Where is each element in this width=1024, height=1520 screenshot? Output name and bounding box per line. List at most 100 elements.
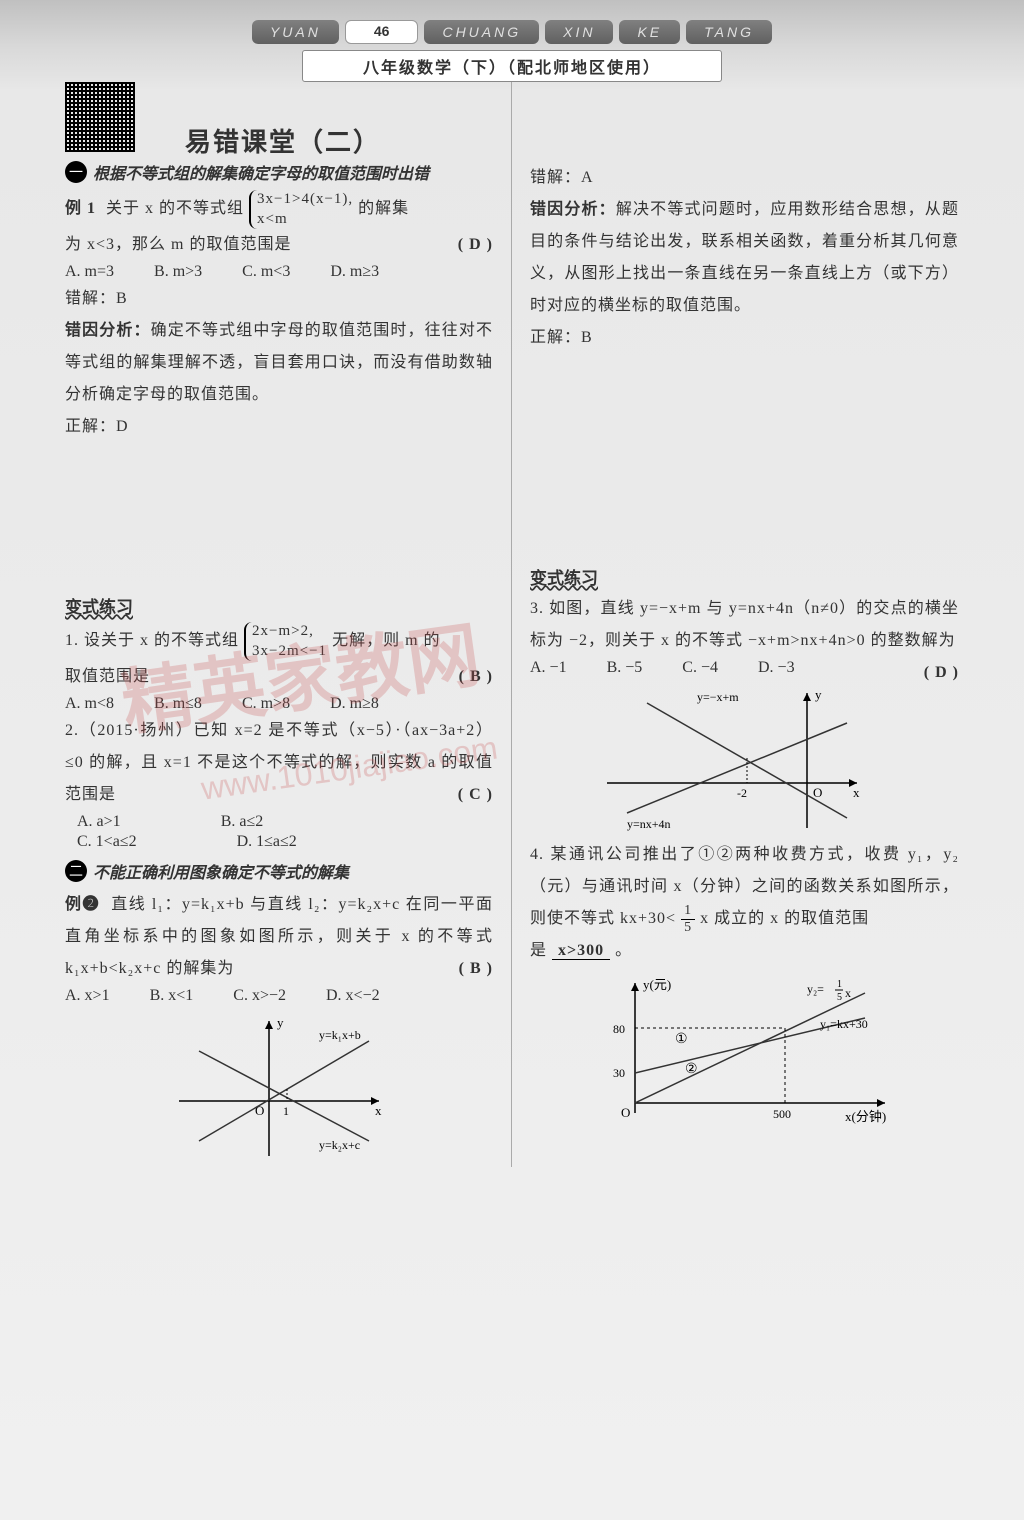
variant-heading-right: 变式练习: [530, 564, 959, 589]
ex2-opt-b: B. x<1: [150, 987, 194, 1005]
q1-answer: ( B ): [459, 661, 493, 693]
q1-opt-b: B. m≤8: [154, 695, 202, 713]
g3-y30: 30: [613, 1066, 625, 1080]
ex1-opt-a: A. m=3: [65, 263, 114, 281]
q4-answer: x>300: [552, 942, 610, 960]
q1-sys-bot: 3x−2m<−1: [252, 643, 327, 659]
ex2-answer: ( B ): [459, 953, 493, 985]
section-2-header: 二 不能正确利用图象确定不等式的解集: [65, 859, 493, 883]
q4-fraction: 1 5: [681, 903, 695, 935]
g3-l2: y₁=kx+30: [820, 1017, 868, 1031]
example-2: 例❷ 直线 l₁：y=k₁x+b 与直线 l₂：y=k₂x+c 在同一平面直角坐…: [65, 889, 493, 985]
g3-l1-suf: x: [845, 986, 851, 1000]
graph-1: x y O y=k₁x+b y=k₂x+c 1: [65, 1011, 493, 1161]
ex1-wrong: 错解：B: [65, 283, 493, 315]
bullet-icon-2: 二: [65, 860, 87, 882]
g3-l1-den: 5: [837, 992, 842, 1003]
q1-opt-c: C. m>8: [242, 695, 290, 713]
q4-text-c: 是: [530, 942, 547, 959]
ex1-sys-top: 3x−1>4(x−1),: [257, 191, 353, 207]
q3-text: 3. 如图，直线 y=−x+m 与 y=nx+4n（n≠0）的交点的横坐标为 −…: [530, 600, 959, 649]
content-columns: 易错课堂（二） 一 根据不等式组的解集确定字母的取值范围时出错 例 1 关于 x…: [0, 70, 1024, 1167]
q2-options-row1: A. a>1 B. a≤2: [77, 813, 493, 831]
svg-text:x: x: [375, 1103, 382, 1118]
page-header: YUAN 46 CHUANG XIN KE TANG 八年级数学（下）（配北师地…: [0, 0, 1024, 70]
ex1-analysis-label: 错因分析：: [65, 322, 151, 339]
q4-frac-num: 1: [681, 903, 695, 919]
ex1-options: A. m=3 B. m>3 C. m<3 D. m≥3: [65, 263, 493, 281]
q1-system: 2x−m>2, 3x−2m<−1: [244, 622, 327, 661]
graph-1-svg: x y O y=k₁x+b y=k₂x+c 1: [169, 1011, 389, 1161]
ex2-options: A. x>1 B. x<1 C. x>−2 D. x<−2: [65, 987, 493, 1005]
tab-xin: XIN: [545, 20, 613, 44]
g3-x500: 500: [773, 1107, 791, 1121]
right-column: 错解：A 错因分析：解决不等式问题时，应用数形结合思想，从题目的条件与结论出发，…: [512, 82, 969, 1167]
svg-text:y₂=: y₂=: [807, 982, 824, 996]
svg-text:O: O: [813, 785, 822, 800]
left-column: 易错课堂（二） 一 根据不等式组的解集确定字母的取值范围时出错 例 1 关于 x…: [55, 82, 512, 1167]
q3-answer: ( D ): [924, 657, 959, 689]
q3-opt-a: A. −1: [530, 659, 567, 677]
svg-text:y: y: [815, 687, 822, 702]
q4-frac-den: 5: [681, 920, 695, 935]
g3-l1-num: 1: [837, 979, 842, 990]
ex2-wrong: 错解：A: [530, 162, 959, 194]
q2-opt-b: B. a≤2: [221, 813, 264, 831]
graph-2: x y O y=−x+m y=nx+4n -2: [530, 683, 959, 833]
ex2-opt-c: C. x>−2: [233, 987, 286, 1005]
g3-l1: y₂=: [807, 982, 824, 996]
ex1-opt-c: C. m<3: [242, 263, 290, 281]
q1-text-a: 1. 设关于 x 的不等式组: [65, 632, 239, 649]
q2-text: 2.（2015·扬州）已知 x=2 是不等式（x−5）·（ax−3a+2）≤0 …: [65, 722, 493, 803]
q1-opt-a: A. m<8: [65, 695, 114, 713]
q1-line2-row: 取值范围是 ( B ): [65, 661, 493, 693]
graph2-l2: y=nx+4n: [627, 817, 671, 831]
graph-3-svg: x(分钟) y(元) O y₁=kx+30 y₂= 1 5 x 80 30: [585, 973, 905, 1133]
ex1-correct: 正解：D: [65, 411, 493, 443]
graph1-xmark: 1: [283, 1104, 289, 1118]
graph1-l2: y=k₂x+c: [319, 1138, 360, 1152]
q1-line2: 取值范围是: [65, 668, 150, 685]
bullet-icon: 一: [65, 161, 87, 183]
svg-text:O: O: [621, 1105, 630, 1120]
q3-opt-c: C. −4: [682, 659, 718, 677]
q1-text-b: 无解，则 m 的: [332, 632, 440, 649]
q3-opt-b: B. −5: [607, 659, 643, 677]
g3-ylabel: y(元): [643, 977, 671, 992]
q2-opt-c: C. 1<a≤2: [77, 833, 137, 851]
graph-3: x(分钟) y(元) O y₁=kx+30 y₂= 1 5 x 80 30: [530, 973, 959, 1133]
ex1-line2-row: 为 x<3，那么 m 的取值范围是 ( D ): [65, 229, 493, 261]
ex2-text: 直线 l₁：y=k₁x+b 与直线 l₂：y=k₂x+c 在同一平面直角坐标系中…: [65, 896, 493, 977]
ex1-system: 3x−1>4(x−1), x<m: [249, 190, 353, 229]
q4-text-b: x 成立的 x 的取值范围: [700, 910, 869, 927]
tab-tang: TANG: [686, 20, 772, 44]
lesson-title: 易错课堂（二）: [185, 122, 381, 159]
ex2-opt-a: A. x>1: [65, 987, 110, 1005]
q3: 3. 如图，直线 y=−x+m 与 y=nx+4n（n≠0）的交点的横坐标为 −…: [530, 593, 959, 657]
section-1-header: 一 根据不等式组的解集确定字母的取值范围时出错: [65, 160, 493, 184]
g3-y80: 80: [613, 1022, 625, 1036]
g3-c1: ①: [675, 1032, 688, 1047]
g3-c2: ②: [685, 1062, 698, 1077]
tab-yuan: YUAN: [252, 20, 339, 44]
ex1-opt-b: B. m>3: [154, 263, 202, 281]
ex1-analysis: 错因分析：确定不等式组中字母的取值范围时，往往对不等式组的解集理解不透，盲目套用…: [65, 315, 493, 411]
subtitle: 八年级数学（下）（配北师地区使用）: [302, 50, 722, 82]
ex2-analysis-label: 错因分析：: [530, 201, 616, 218]
section-2-title: 不能正确利用图象确定不等式的解集: [93, 859, 349, 883]
graph1-l1: y=k₁x+b: [319, 1028, 361, 1042]
graph2-l1: y=−x+m: [697, 690, 739, 704]
ex1-text-b: 的解集: [358, 200, 409, 217]
qr-code-icon: [65, 82, 135, 152]
ex1-label: 例 1: [65, 200, 96, 217]
g3-xlabel: x(分钟): [845, 1109, 886, 1124]
q3-options: A. −1 B. −5 C. −4 D. −3: [530, 659, 924, 677]
ex1-line2: 为 x<3，那么 m 的取值范围是: [65, 236, 291, 253]
ex2-analysis: 错因分析：解决不等式问题时，应用数形结合思想，从题目的条件与结论出发，联系相关函…: [530, 194, 959, 322]
graph2-xmark: -2: [737, 786, 747, 800]
section-1-title: 根据不等式组的解集确定字母的取值范围时出错: [93, 160, 429, 184]
tab-chuang: CHUANG: [424, 20, 539, 44]
svg-text:x: x: [853, 785, 860, 800]
tab-ke: KE: [619, 20, 680, 44]
ex1-opt-d: D. m≥3: [330, 263, 379, 281]
